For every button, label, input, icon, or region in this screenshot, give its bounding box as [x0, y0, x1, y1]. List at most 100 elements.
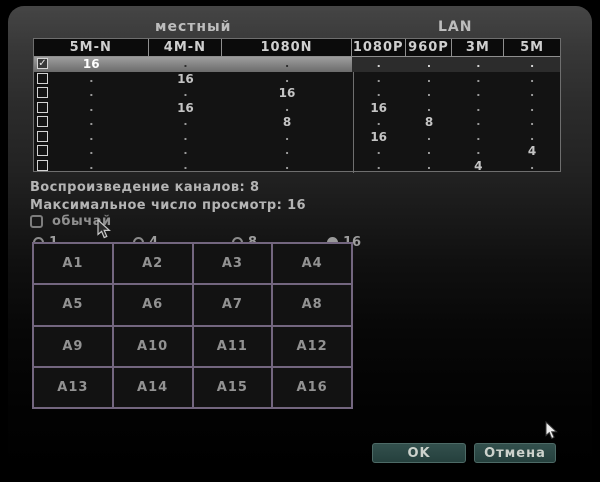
table-cell: .	[426, 71, 432, 85]
table-cell: 4	[527, 144, 537, 158]
table-cell: .	[426, 158, 432, 172]
table-body: 16...... ✓. 16....... 16..... 16. 16..... 8. 8.…	[34, 57, 560, 173]
table-row[interactable]: ..... 4.	[34, 159, 560, 174]
table-cell: .	[183, 158, 188, 172]
table-header-row: 5M-N 4M-N 1080N 1080P 960P 3M 5M	[34, 39, 560, 57]
table-row[interactable]: ...... 4	[34, 144, 560, 159]
channel-cell-A8[interactable]: A8	[273, 285, 351, 325]
table-cell: .	[530, 100, 535, 114]
table-cell: .	[426, 86, 432, 99]
table-cell: .	[530, 129, 535, 143]
row-checkbox[interactable]	[37, 72, 48, 84]
table-row[interactable]: .. 8. 8..	[34, 115, 560, 130]
table-cell: .	[284, 129, 290, 143]
column-header: 4M-N	[148, 39, 223, 57]
table-cell: .	[426, 129, 432, 143]
table-cell: .	[89, 71, 94, 85]
table-cell: .	[476, 144, 481, 157]
channel-cell-A7[interactable]: A7	[193, 285, 272, 325]
table-cell: .	[376, 71, 381, 85]
row-checkbox[interactable]	[37, 116, 48, 127]
table-cell: 4	[474, 158, 483, 173]
column-header: 5M	[504, 39, 560, 57]
cursor-arrow-light	[545, 421, 558, 440]
channel-cell-A1[interactable]: A1	[34, 244, 112, 284]
custom-checkbox-label: обычай	[52, 214, 112, 229]
table-cell: .	[476, 86, 481, 99]
table-cell: .	[351, 57, 406, 72]
column-header: 5M-N	[34, 39, 149, 57]
table-cell: .	[530, 86, 535, 99]
channel-cell-A6[interactable]: A6	[113, 285, 192, 325]
ok-button[interactable]: OK	[372, 443, 466, 463]
channel-config-dialog: местный LAN 5M-N 4M-N 1080N 1080P 960P 3M 5M 1…	[8, 6, 592, 472]
channel-grid: A1 A2 A3 A4 A5 A6 A7 A8 A9 A10 A11 A12 A13 A14 A15 A16	[32, 242, 353, 409]
table-cell: .	[426, 100, 432, 114]
table-cell: .	[530, 158, 535, 172]
table-cell: .	[476, 100, 481, 114]
table-row[interactable]: 16...... ✓	[34, 57, 560, 72]
column-header: 960P	[405, 39, 453, 57]
table-row[interactable]: . 16.....	[34, 72, 560, 87]
row-checkbox[interactable]	[37, 87, 48, 98]
row-checkbox[interactable]	[37, 130, 48, 142]
channel-cell-A3[interactable]: A3	[193, 244, 272, 284]
table-cell: .	[376, 144, 381, 157]
channel-cell-A13[interactable]: A13	[34, 367, 112, 407]
channel-cell-A5[interactable]: A5	[34, 285, 112, 325]
channel-cell-A10[interactable]: A10	[113, 326, 192, 366]
channel-cell-A4[interactable]: A4	[273, 244, 351, 284]
channel-cell-A14[interactable]: A14	[113, 367, 192, 407]
section-header-lan: LAN	[438, 19, 473, 35]
table-cell: .	[504, 57, 560, 72]
table-cell: 16	[177, 100, 194, 115]
channel-cell-A11[interactable]: A11	[193, 326, 272, 366]
table-cell: .	[222, 57, 352, 72]
table-cell: .	[284, 71, 290, 85]
table-cell: .	[89, 144, 94, 157]
channel-cell-A2[interactable]: A2	[113, 244, 192, 284]
table-row[interactable]: ... 16...	[34, 130, 560, 145]
table-cell: .	[148, 57, 223, 72]
channel-cell-A12[interactable]: A12	[273, 326, 351, 366]
table-cell: 16	[177, 71, 194, 86]
table-row[interactable]: . 16. 16...	[34, 101, 560, 116]
channel-cell-A16[interactable]: A16	[273, 367, 351, 407]
table-cell: .	[89, 100, 94, 114]
cancel-button[interactable]: Отмена	[474, 443, 556, 463]
table-cell: 16	[370, 129, 388, 144]
table-cell: .	[183, 144, 188, 157]
playback-channels-text: Воспроизведение каналов: 8	[30, 180, 260, 195]
table-cell: .	[376, 115, 381, 128]
table-cell: .	[89, 158, 94, 172]
row-checkbox-checked[interactable]: ✓	[37, 58, 48, 69]
table-cell: .	[376, 86, 381, 99]
column-header: 3M	[452, 39, 505, 57]
table-cell: .	[476, 71, 481, 85]
table-cell: .	[183, 129, 188, 143]
table-cell: .	[183, 115, 188, 128]
channel-cell-A15[interactable]: A15	[193, 367, 272, 407]
table-cell: 16	[370, 100, 388, 115]
row-checkbox[interactable]	[37, 101, 48, 113]
row-checkbox[interactable]	[37, 145, 48, 156]
custom-checkbox[interactable]: обычай	[30, 214, 112, 229]
table-cell: .	[530, 71, 535, 85]
table-cell: .	[284, 100, 290, 114]
table-cell: 8	[282, 115, 292, 129]
checkbox-icon	[30, 215, 43, 228]
row-checkbox[interactable]	[37, 159, 48, 171]
section-header-local: местный	[155, 19, 232, 35]
channel-cell-A9[interactable]: A9	[34, 326, 112, 366]
table-cell: .	[530, 115, 535, 128]
table-cell: 8	[424, 115, 434, 129]
table-cell: .	[426, 144, 432, 157]
column-header: 1080P	[351, 39, 406, 57]
table-cell: .	[89, 115, 94, 128]
table-cell: .	[405, 57, 453, 72]
max-view-text: Максимальное число просмотр: 16	[30, 198, 306, 213]
table-cell: 16	[34, 57, 149, 72]
table-cell: .	[284, 144, 290, 157]
table-row[interactable]: .. 16....	[34, 86, 560, 101]
